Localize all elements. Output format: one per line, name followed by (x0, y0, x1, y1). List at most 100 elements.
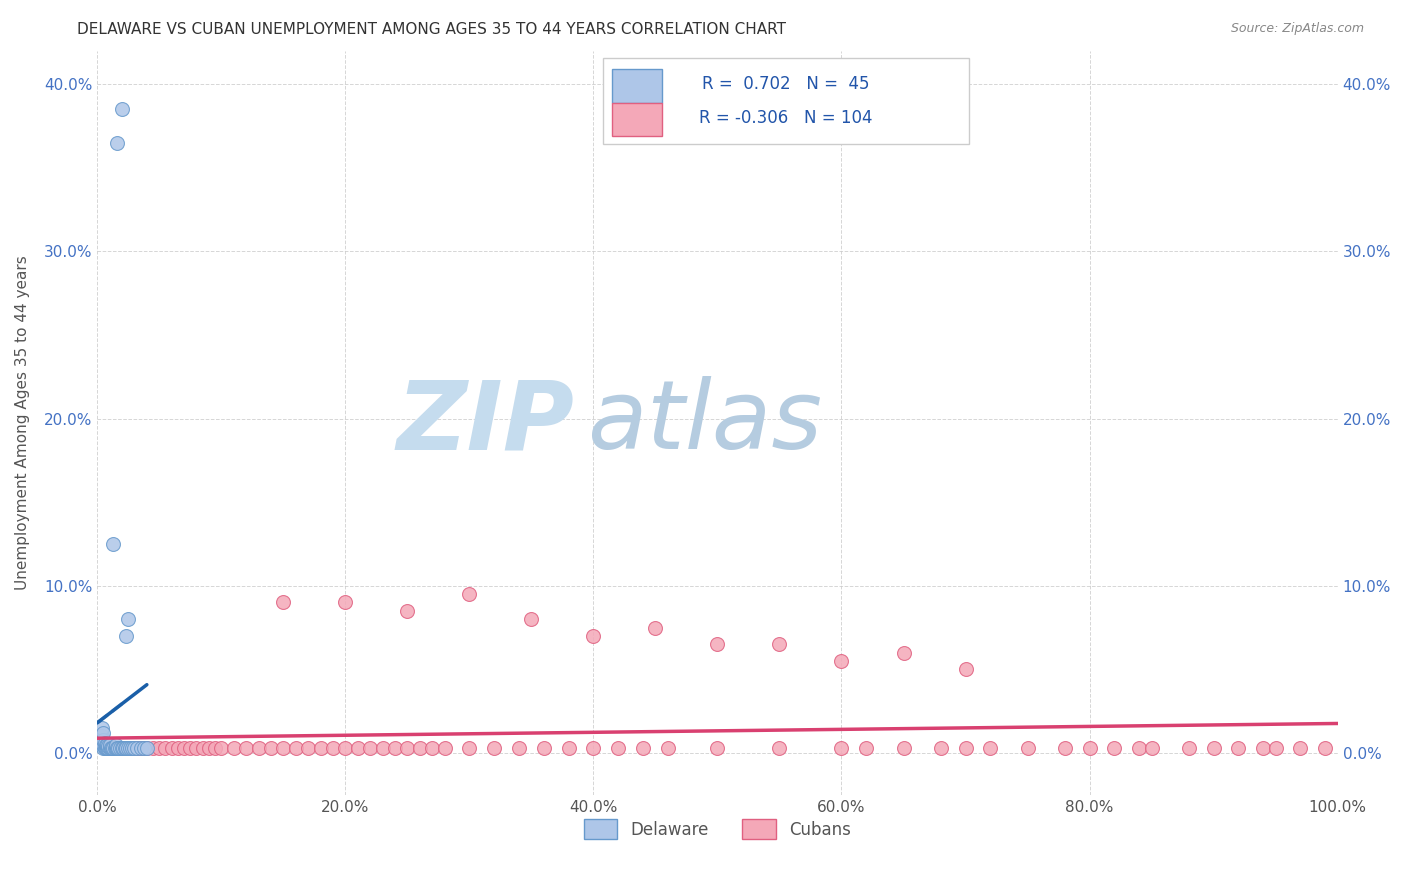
Point (114, 629, 136, 643)
Point (346, 740, 368, 755)
Point (91, 729, 114, 743)
Point (768, 637, 790, 651)
Point (1140, 740, 1163, 755)
Point (1227, 740, 1250, 755)
FancyBboxPatch shape (612, 70, 662, 103)
Point (94, 738, 117, 752)
Point (131, 740, 153, 755)
Point (893, 646, 915, 660)
Text: Source: ZipAtlas.com: Source: ZipAtlas.com (1230, 22, 1364, 36)
Point (335, 740, 357, 755)
Point (93, 738, 115, 752)
Point (198, 740, 221, 755)
Point (105, 740, 128, 755)
Point (93, 740, 115, 755)
Point (111, 102, 134, 116)
Point (173, 740, 195, 755)
Point (104, 740, 127, 755)
Point (1315, 740, 1337, 755)
Point (508, 740, 530, 755)
Point (167, 740, 190, 755)
Point (855, 740, 877, 755)
Point (117, 612, 139, 626)
Point (204, 740, 226, 755)
Point (104, 740, 127, 755)
Point (979, 740, 1001, 755)
Point (120, 740, 142, 755)
Point (98, 740, 121, 755)
Point (409, 740, 432, 755)
Point (100, 740, 122, 755)
Point (235, 740, 257, 755)
Point (107, 740, 129, 755)
Point (94, 738, 117, 752)
Point (98, 740, 121, 755)
Point (114, 740, 136, 755)
Point (533, 740, 555, 755)
Point (118, 740, 141, 755)
Point (142, 740, 165, 755)
Point (125, 740, 148, 755)
Point (955, 662, 977, 676)
Point (103, 740, 125, 755)
Point (100, 740, 122, 755)
Point (93, 726, 115, 740)
Point (135, 740, 157, 755)
Point (104, 738, 127, 752)
Point (284, 740, 307, 755)
Point (105, 740, 128, 755)
Point (97, 740, 120, 755)
Point (96, 738, 118, 752)
Point (1078, 740, 1101, 755)
Point (186, 740, 208, 755)
Point (93, 736, 115, 750)
Point (93, 738, 115, 752)
Point (112, 740, 135, 755)
Point (830, 654, 852, 668)
Point (103, 537, 125, 551)
Point (121, 740, 143, 755)
Point (114, 740, 136, 755)
Point (148, 740, 170, 755)
Point (134, 740, 156, 755)
Point (125, 740, 148, 755)
Point (335, 595, 357, 609)
Point (115, 740, 138, 755)
Point (160, 740, 183, 755)
Point (155, 740, 177, 755)
Point (134, 740, 156, 755)
Point (179, 740, 201, 755)
Point (1053, 740, 1076, 755)
Point (114, 740, 136, 755)
Point (322, 740, 344, 755)
Point (103, 740, 125, 755)
Point (98, 738, 121, 752)
Point (111, 740, 134, 755)
Point (191, 740, 214, 755)
Point (1104, 740, 1126, 755)
Point (420, 740, 443, 755)
Point (111, 740, 134, 755)
Point (1178, 740, 1201, 755)
Point (929, 740, 952, 755)
Text: DELAWARE VS CUBAN UNEMPLOYMENT AMONG AGES 35 TO 44 YEARS CORRELATION CHART: DELAWARE VS CUBAN UNEMPLOYMENT AMONG AGE… (77, 22, 786, 37)
Point (135, 740, 157, 755)
Point (1289, 740, 1312, 755)
Legend: Delaware, Cubans: Delaware, Cubans (578, 813, 858, 846)
Point (657, 740, 679, 755)
Point (1202, 740, 1225, 755)
Point (90, 729, 112, 743)
Point (97, 738, 120, 752)
Text: R =  0.702   N =  45: R = 0.702 N = 45 (702, 75, 869, 93)
Point (129, 740, 152, 755)
Point (271, 740, 294, 755)
Text: R = -0.306   N = 104: R = -0.306 N = 104 (699, 109, 872, 127)
Point (706, 637, 728, 651)
Point (107, 740, 129, 755)
Point (706, 740, 728, 755)
Point (371, 740, 394, 755)
Point (433, 740, 456, 755)
Point (108, 740, 131, 755)
Point (93, 740, 115, 755)
Point (91, 738, 114, 752)
